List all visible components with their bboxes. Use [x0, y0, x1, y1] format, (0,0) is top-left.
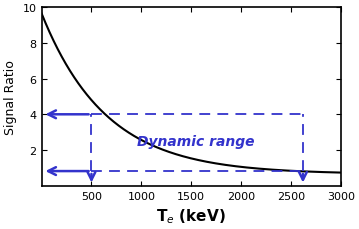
Text: Dynamic range: Dynamic range	[137, 134, 255, 148]
Y-axis label: Signal Ratio: Signal Ratio	[4, 60, 17, 134]
X-axis label: T$_e$ (keV): T$_e$ (keV)	[156, 206, 226, 225]
